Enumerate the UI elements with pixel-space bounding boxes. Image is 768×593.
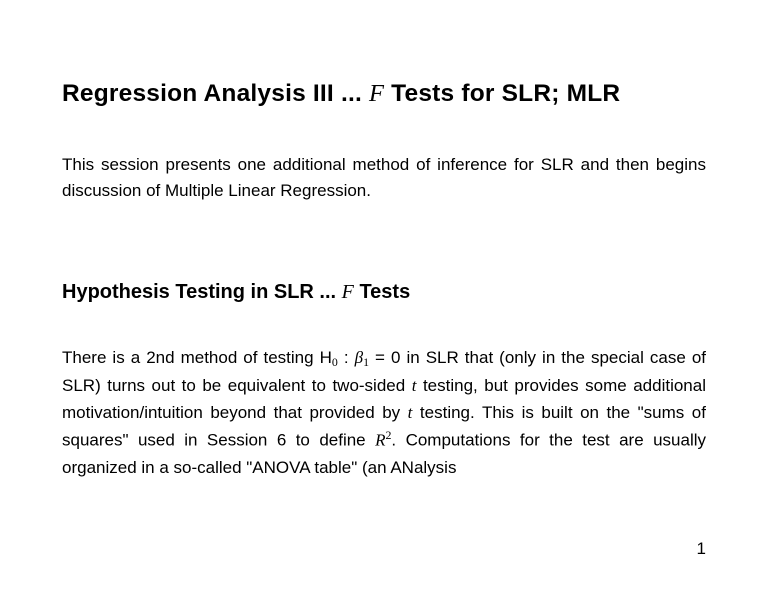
beta-symbol: β [355, 348, 363, 367]
title-text-pre: Regression Analysis III ... [62, 80, 369, 107]
R-symbol: R [375, 431, 385, 450]
section-heading: Hypothesis Testing in SLR ... F Tests [62, 281, 706, 304]
page-number: 1 [697, 539, 706, 559]
page-title: Regression Analysis III ... F Tests for … [62, 80, 706, 108]
section-text-pre: Hypothesis Testing in SLR ... [62, 281, 342, 303]
section-math-F: F [342, 281, 354, 303]
body-t1: There is a 2nd method of testing H [62, 348, 332, 367]
intro-paragraph: This session presents one additional met… [62, 152, 706, 205]
title-text-post: Tests for SLR; MLR [384, 80, 620, 107]
body-t2: : [338, 348, 355, 367]
document-page: Regression Analysis III ... F Tests for … [0, 0, 768, 593]
section-text-post: Tests [354, 281, 410, 303]
body-paragraph: There is a 2nd method of testing H0 : β1… [62, 344, 706, 481]
title-math-F: F [369, 80, 384, 107]
